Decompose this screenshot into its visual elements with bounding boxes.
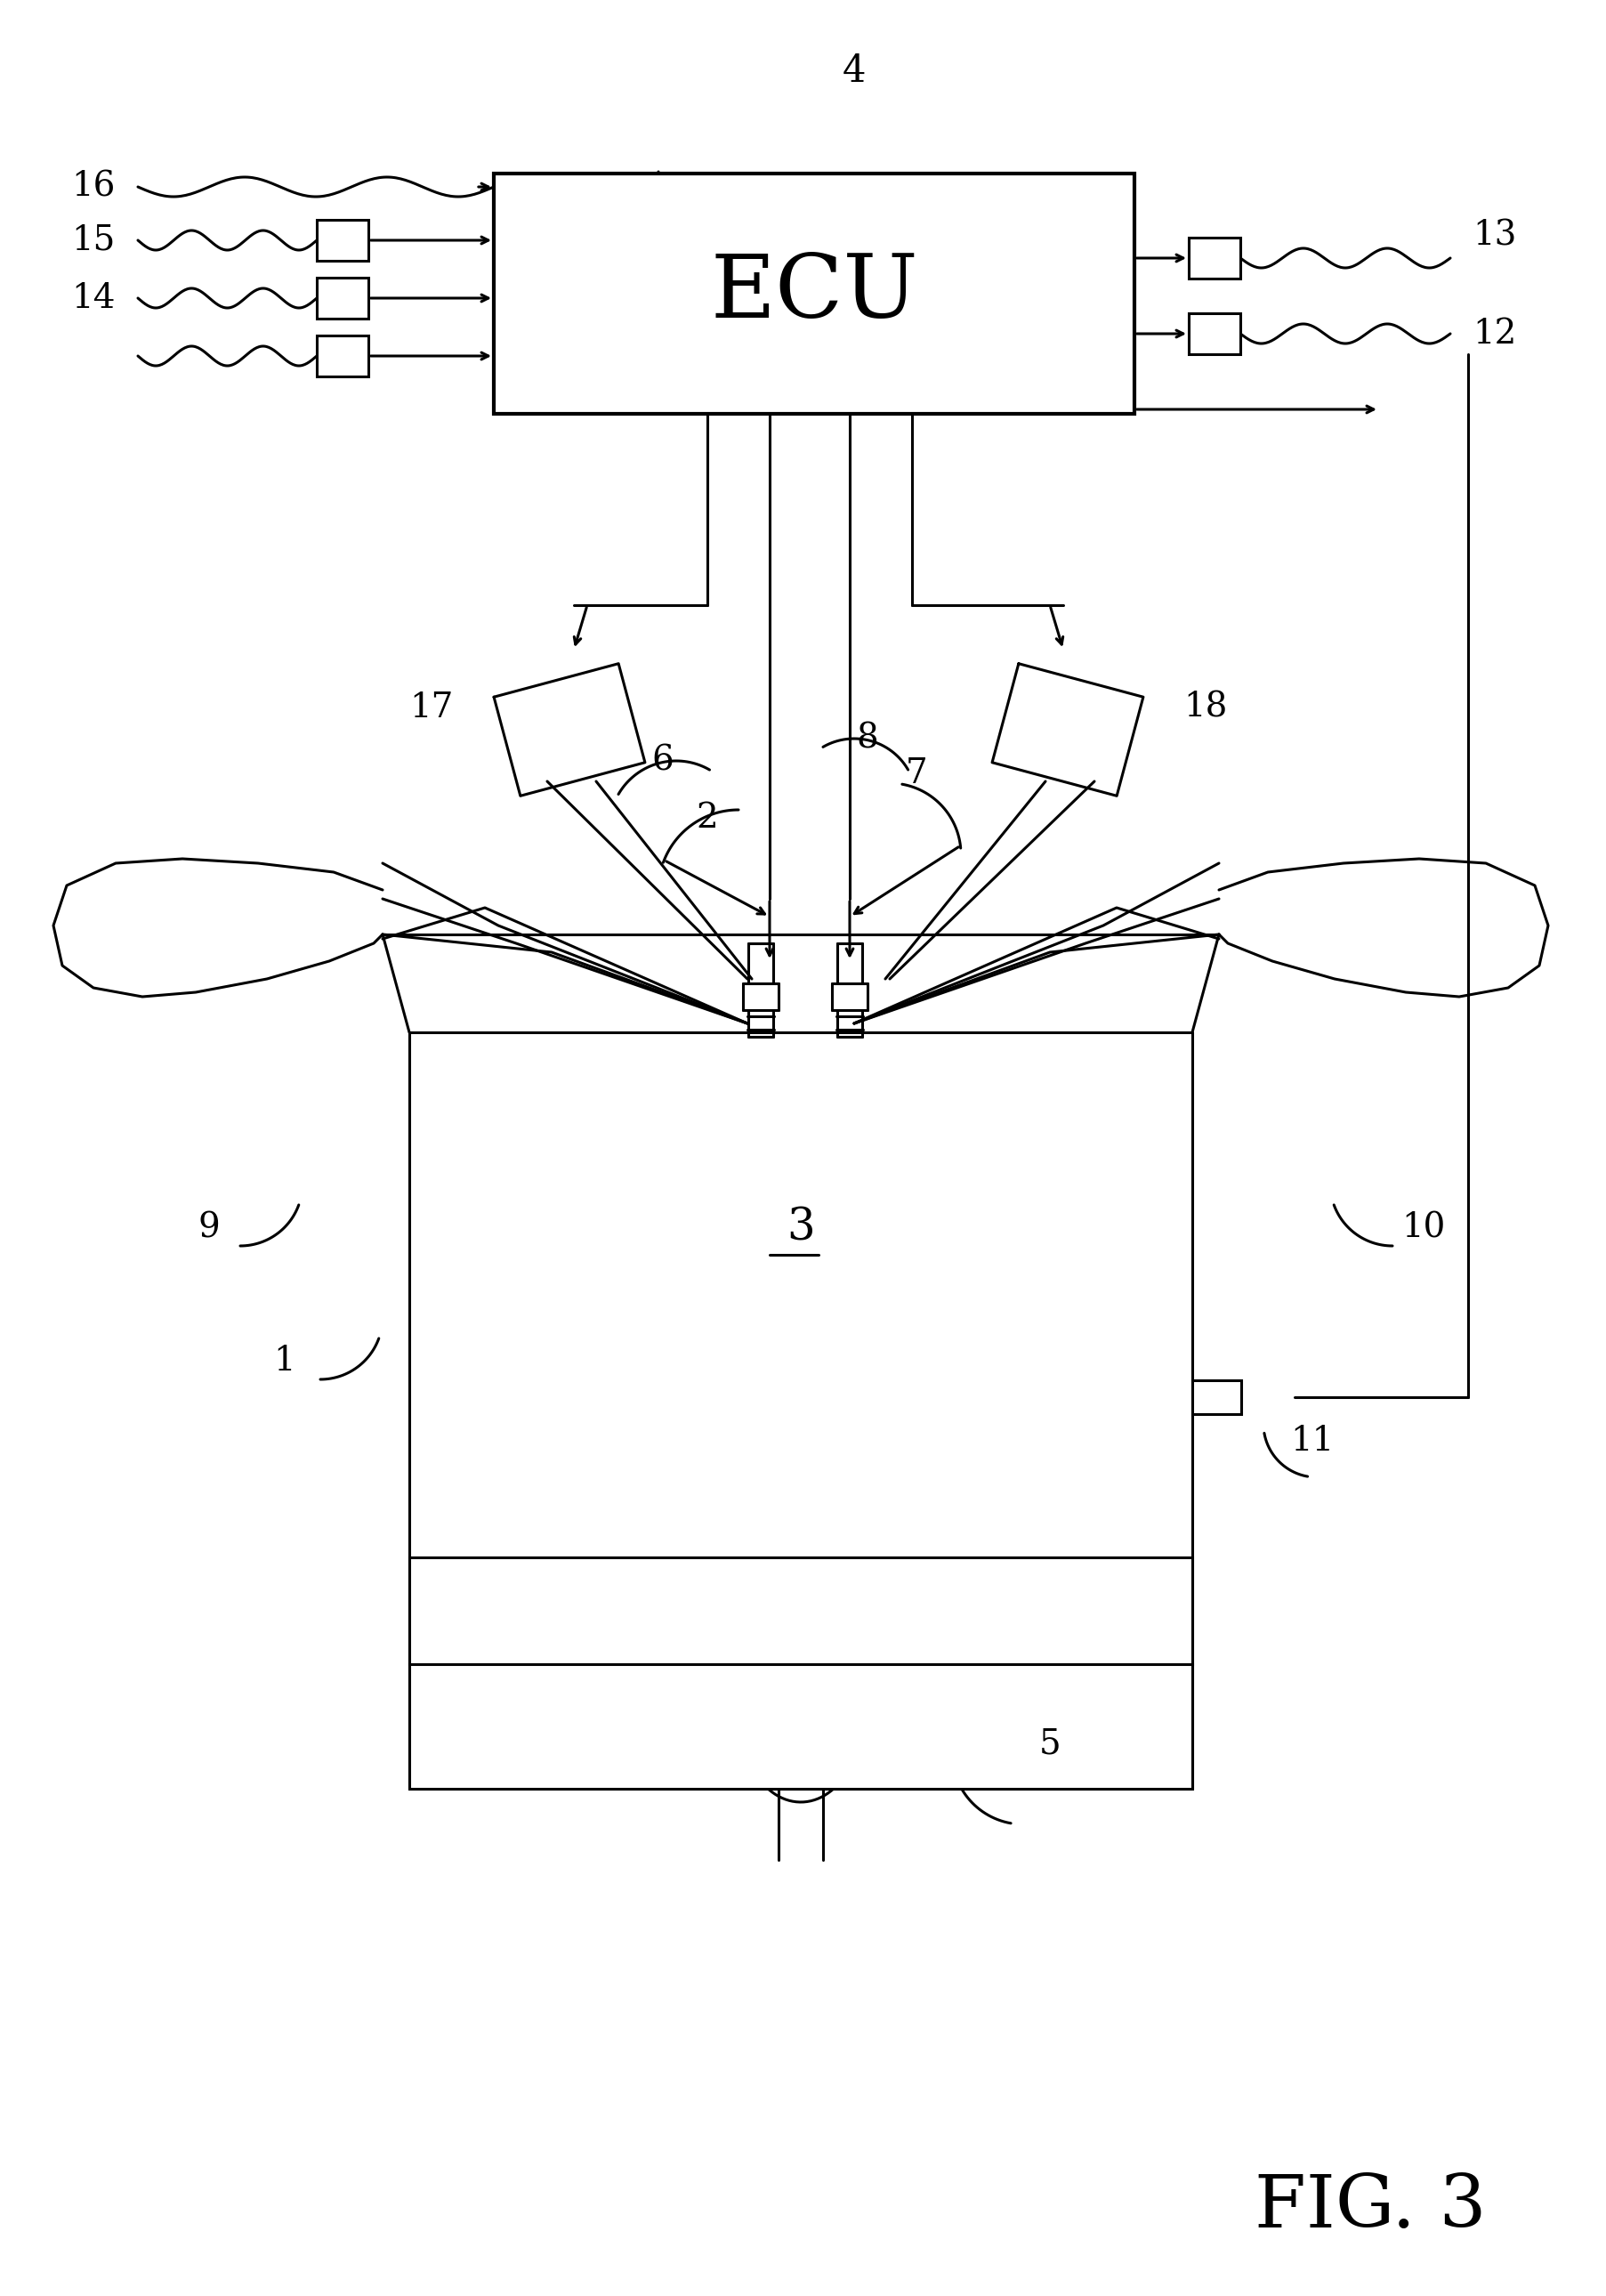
Text: ECU: ECU — [710, 250, 919, 335]
Polygon shape — [382, 934, 1219, 1033]
Text: 10: 10 — [1402, 1212, 1445, 1244]
Text: 7: 7 — [906, 758, 927, 790]
Text: FIG. 3: FIG. 3 — [1254, 2172, 1486, 2243]
Text: 14: 14 — [72, 282, 116, 315]
Text: 11: 11 — [1291, 1426, 1335, 1458]
Bar — [1188, 312, 1240, 354]
Text: 17: 17 — [410, 691, 454, 723]
Text: 12: 12 — [1473, 317, 1516, 351]
Bar — [316, 335, 368, 377]
Text: 3: 3 — [787, 1205, 814, 1249]
Bar — [316, 220, 368, 262]
Text: 13: 13 — [1473, 220, 1516, 253]
Bar — [316, 278, 368, 319]
Bar — [410, 1665, 1192, 1789]
Text: 1: 1 — [273, 1345, 296, 1378]
Bar — [410, 1557, 1192, 1665]
Text: 18: 18 — [1184, 691, 1227, 723]
Bar — [1188, 236, 1240, 278]
Text: 9: 9 — [198, 1212, 220, 1244]
Text: 6: 6 — [652, 744, 675, 778]
Text: 2: 2 — [697, 801, 718, 836]
Bar — [1192, 1380, 1241, 1414]
Text: 5: 5 — [1039, 1729, 1062, 1761]
Bar — [493, 174, 1134, 413]
Text: 4: 4 — [843, 53, 866, 90]
Text: 8: 8 — [856, 723, 878, 755]
Text: 16: 16 — [72, 170, 116, 204]
Text: 15: 15 — [72, 223, 116, 257]
